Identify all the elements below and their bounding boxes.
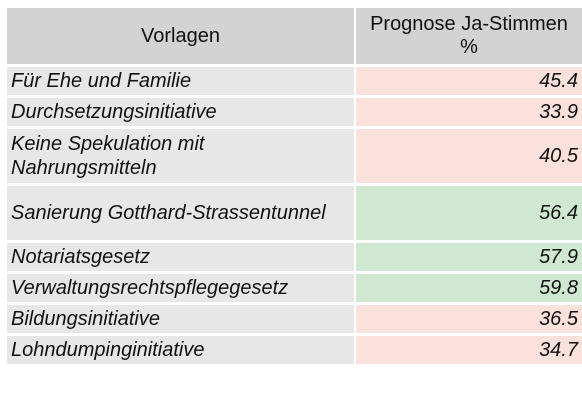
forecast-value: 40.5 — [356, 129, 582, 183]
proposal-name: Verwaltungsrechtspflegegesetz — [7, 274, 354, 302]
forecast-value: 33.9 — [356, 98, 582, 126]
forecast-value: 56.4 — [356, 186, 582, 240]
proposal-name: Notariatsgesetz — [7, 243, 354, 271]
table-row: Lohndumpinginitiative 34.7 — [7, 336, 582, 364]
proposal-name: Sanierung Gotthard-Strassentunnel — [7, 186, 354, 240]
proposal-name: Keine Spekulation mit Nahrungsmitteln — [7, 129, 354, 183]
proposal-name: Lohndumpinginitiative — [7, 336, 354, 364]
table-row: Durchsetzungsinitiative 33.9 — [7, 98, 582, 126]
table-header: Vorlagen Prognose Ja-Stimmen % — [7, 8, 582, 64]
table-row: Notariatsgesetz 57.9 — [7, 243, 582, 271]
proposal-name: Bildungsinitiative — [7, 305, 354, 333]
proposal-name: Durchsetzungsinitiative — [7, 98, 354, 126]
forecast-value: 36.5 — [356, 305, 582, 333]
forecast-value: 45.4 — [356, 67, 582, 95]
header-vorlagen: Vorlagen — [7, 8, 354, 64]
forecast-table: Vorlagen Prognose Ja-Stimmen % Für Ehe u… — [5, 5, 582, 367]
table-row: Für Ehe und Familie 45.4 — [7, 67, 582, 95]
table-row: Verwaltungsrechtspflegegesetz 59.8 — [7, 274, 582, 302]
forecast-value: 57.9 — [356, 243, 582, 271]
forecast-value: 34.7 — [356, 336, 582, 364]
table-row: Keine Spekulation mit Nahrungsmitteln 40… — [7, 129, 582, 183]
forecast-value: 59.8 — [356, 274, 582, 302]
table-row: Bildungsinitiative 36.5 — [7, 305, 582, 333]
table-body: Für Ehe und Familie 45.4 Durchsetzungsin… — [7, 67, 582, 364]
header-prognose: Prognose Ja-Stimmen % — [356, 8, 582, 64]
table-row: Sanierung Gotthard-Strassentunnel 56.4 — [7, 186, 582, 240]
header-row: Vorlagen Prognose Ja-Stimmen % — [7, 8, 582, 64]
proposal-name: Für Ehe und Familie — [7, 67, 354, 95]
